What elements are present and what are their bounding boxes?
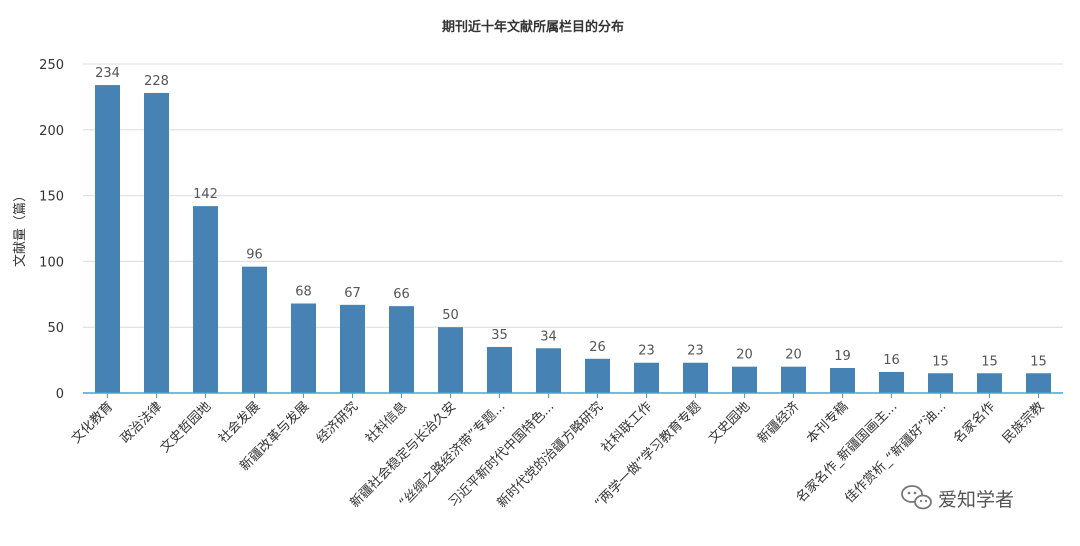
data-label: 19: [834, 349, 851, 364]
data-label: 26: [589, 340, 606, 355]
watermark: 爱知学者: [901, 485, 1014, 511]
chart-title: 期刊近十年文献所属栏目的分布: [442, 19, 624, 35]
data-label: 23: [687, 344, 704, 359]
x-tick-label: 名家名作: [950, 399, 998, 447]
x-tick-label: 经济研究: [314, 399, 361, 446]
y-axis-ticks: 0 50 100 150 200 250: [39, 58, 64, 402]
y-axis-label: 文献量（篇）: [13, 189, 28, 267]
y-tick-label: 100: [39, 255, 64, 270]
grid-layer: [83, 63, 1063, 328]
data-label: 15: [932, 354, 949, 369]
bar: [732, 366, 757, 393]
bar: [242, 266, 267, 393]
y-tick-label: 50: [47, 321, 64, 336]
bar: [830, 367, 855, 393]
bar: [144, 92, 169, 394]
data-label: 68: [295, 285, 312, 300]
x-tick-label: 文史哲园地: [158, 399, 215, 456]
y-tick-label: 200: [39, 124, 64, 139]
x-tick-label: 社科信息: [362, 399, 410, 447]
bar: [781, 366, 806, 393]
bar: [879, 371, 904, 393]
data-label: 66: [393, 287, 410, 302]
data-label: 34: [540, 329, 557, 344]
y-tick-label: 0: [56, 387, 64, 402]
data-label: 67: [344, 286, 361, 301]
y-tick-label: 150: [39, 190, 64, 205]
bar: [193, 206, 218, 393]
x-tick-label: 本刊专稿: [803, 399, 851, 447]
data-label: 142: [193, 187, 218, 202]
data-label: 20: [785, 348, 802, 363]
bar: [291, 303, 316, 393]
bar: [95, 85, 120, 393]
bar: [536, 348, 561, 393]
x-tick-label: 民族宗教: [999, 399, 1047, 447]
bar: [487, 346, 512, 393]
bar: [340, 304, 365, 393]
data-label: 234: [95, 66, 120, 81]
x-tick-label: 名家名作_新疆国画主...: [793, 399, 900, 506]
bar: [1026, 373, 1051, 393]
data-label: 35: [491, 328, 508, 343]
data-label: 20: [736, 348, 753, 363]
data-label: 15: [1030, 354, 1047, 369]
y-tick-label: 250: [39, 58, 64, 73]
x-tick-label: 社会发展: [215, 399, 263, 447]
data-label: 50: [442, 308, 459, 323]
data-label: 96: [246, 248, 263, 263]
data-label: 16: [883, 353, 900, 368]
x-tick-label: 政治法律: [118, 399, 165, 446]
data-label: 228: [144, 74, 169, 89]
bar: [977, 373, 1002, 393]
data-label: 15: [981, 354, 998, 369]
data-label: 23: [638, 344, 655, 359]
x-tick-label: 新疆经济: [754, 399, 802, 447]
bar-layer: [95, 85, 1051, 394]
bar: [634, 362, 659, 393]
watermark-text: 爱知学者: [938, 489, 1014, 511]
wechat-icon: [901, 485, 932, 510]
bar: [683, 362, 708, 393]
bar: [928, 373, 953, 393]
x-tick-label: 文化教育: [68, 399, 116, 447]
bar: [389, 306, 414, 393]
bar: [438, 327, 463, 393]
x-tick-label: 文史园地: [706, 399, 753, 446]
bar: [585, 358, 610, 393]
data-label-layer: 234 228 142 96 68 67 66 50 35 34 26 23 23 20 20 19 16 15 1…: [95, 66, 1047, 369]
